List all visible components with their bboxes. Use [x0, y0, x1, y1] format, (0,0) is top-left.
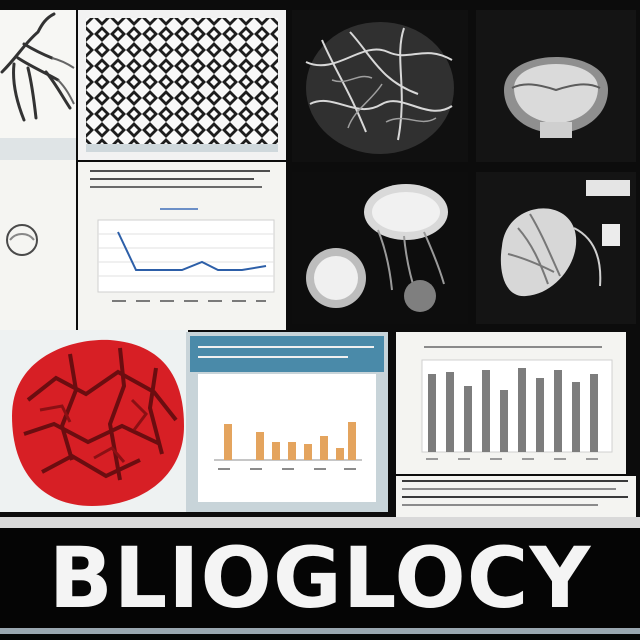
gray-bar-chart: [421, 359, 613, 460]
gray-bar-chart-panel: [396, 332, 626, 474]
skull-section-panel: [476, 10, 636, 162]
neuron-sketch-icon: [0, 10, 76, 160]
fungus-cluster-icon: [292, 172, 468, 324]
document-scrap-lower-left: [0, 190, 76, 330]
banner-header: [190, 336, 384, 372]
bottom-divider: [0, 628, 640, 634]
tissue-network-panel: [292, 10, 468, 162]
line-chart-graphic: [97, 219, 275, 302]
fungus-panel: [292, 172, 468, 324]
cell-mesh-panel: [78, 10, 286, 160]
skull-cross-section-icon: [476, 10, 636, 162]
leaf-panel: [476, 172, 636, 324]
red-tissue-panel: [0, 330, 188, 512]
line-chart-paper: [78, 162, 286, 330]
title-band: [0, 528, 640, 640]
banner-chart-panel: [186, 332, 388, 512]
tissue-network-icon: [292, 10, 468, 162]
cell-mesh-icon: [78, 10, 286, 160]
orange-bar-chart: [214, 422, 362, 470]
leaf-specimen-icon: [476, 172, 636, 324]
red-cell-tissue-icon: [0, 330, 188, 512]
page-title: BLIOGLOCY: [48, 529, 592, 627]
cell-diagram-icon: [0, 190, 76, 330]
text-scrap-right: [396, 476, 636, 518]
title-strip: [0, 517, 640, 529]
